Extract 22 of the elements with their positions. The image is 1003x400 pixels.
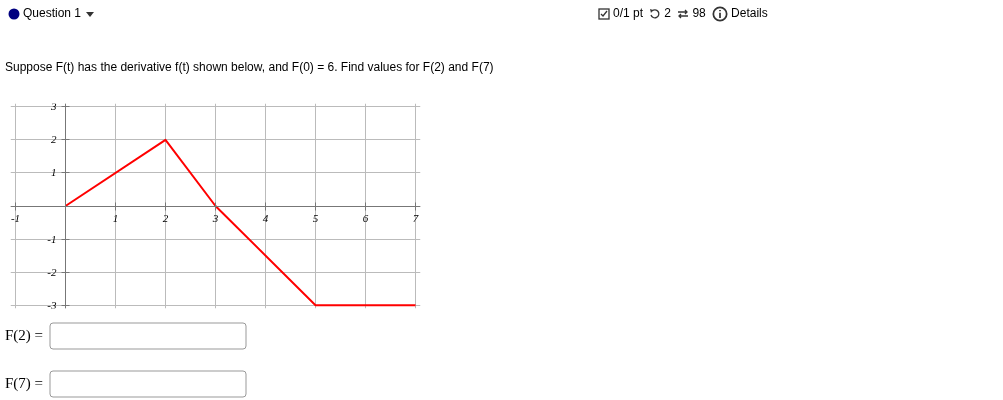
x-tick-label: 6 [362, 212, 369, 224]
y-tick-label: -3 [47, 298, 57, 311]
x-tick-label: 1 [112, 212, 119, 224]
text: 98 [692, 6, 706, 20]
y-tick-label: 1 [51, 166, 57, 179]
text: Details [731, 6, 768, 20]
y-tick-label: 3 [50, 100, 57, 113]
text: F(2) = [5, 326, 45, 346]
text: Question 1 [22, 5, 83, 22]
x-tick-label: 5 [312, 212, 319, 224]
text: 2 [664, 6, 672, 20]
y-tick-label: -2 [47, 265, 57, 278]
chart-title: Suppose F(t) has the derivative f(t) shown below, and F(0) = 6. Find values for F(2) and F(7) [5, 59, 494, 76]
x-tick-label: 4 [262, 212, 269, 224]
x-tick-label: 7 [412, 212, 419, 224]
x-tick-label: -1 [10, 212, 21, 224]
text: F(7) = [5, 374, 45, 394]
y-tick-label: -1 [47, 232, 57, 245]
y-tick-label: 2 [51, 133, 57, 146]
x-tick-label: 2 [162, 212, 169, 224]
x-tick-label: 3 [211, 212, 219, 224]
text: 0/1 pt [613, 6, 644, 20]
